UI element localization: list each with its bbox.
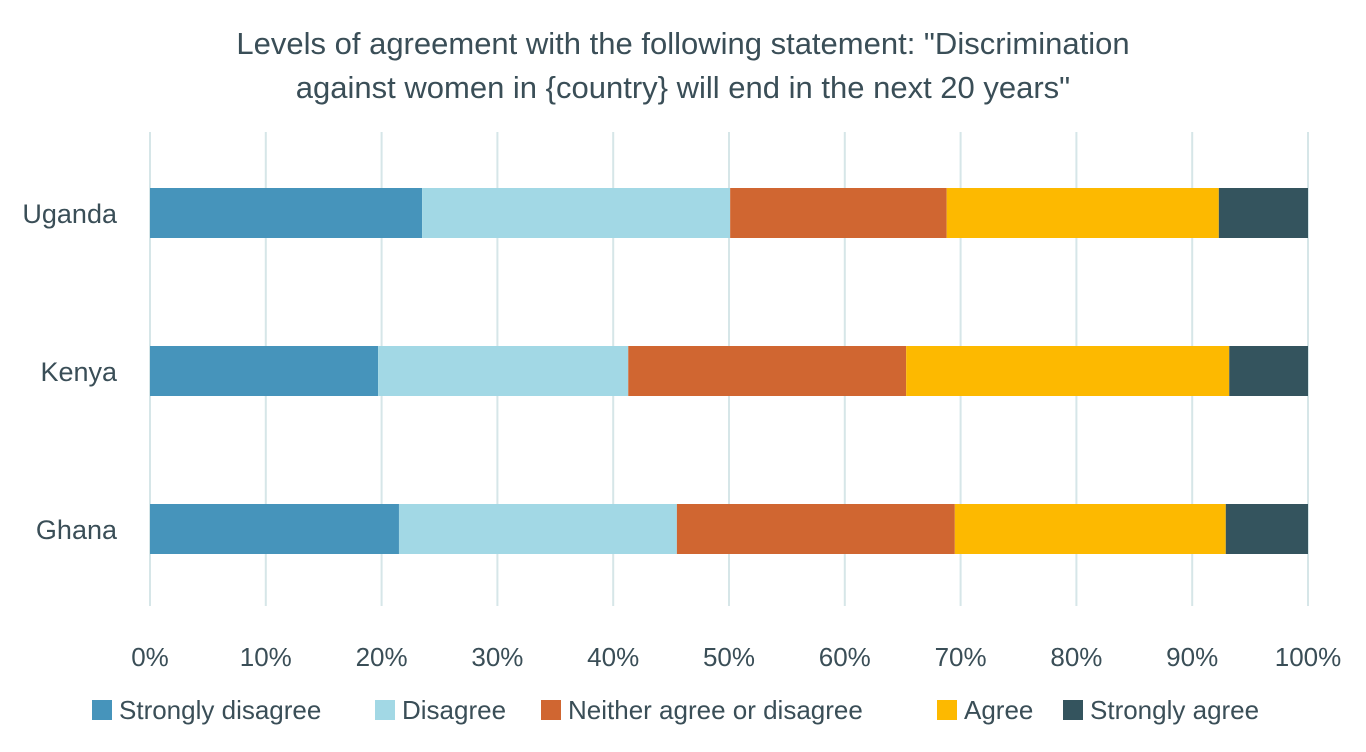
x-axis-tick-labels: 0% 10% 20% 30% 40% 50% 60% 70% 80% 90% 100% [131,642,1341,672]
category-label: Uganda [22,199,118,229]
legend-label: Disagree [402,695,506,725]
bar-segment-uganda-neither-agree-or-disagree [730,188,947,238]
legend-label: Strongly agree [1090,695,1259,725]
legend-swatch [937,700,957,720]
x-tick-label: 90% [1166,642,1218,672]
x-tick-label: 70% [935,642,987,672]
legend-swatch [1063,700,1083,720]
bar-segment-ghana-strongly-agree [1225,504,1308,554]
legend-swatch [541,700,561,720]
x-tick-label: 0% [131,642,169,672]
legend-swatch [92,700,112,720]
legend-label: Neither agree or disagree [568,695,863,725]
bar-segment-kenya-agree [906,346,1230,396]
x-tick-label: 60% [819,642,871,672]
category-labels: Uganda Kenya Ghana [22,199,118,545]
bar-segment-kenya-neither-agree-or-disagree [628,346,907,396]
x-tick-label: 20% [356,642,408,672]
category-label: Kenya [40,357,118,387]
bar-segment-kenya-strongly-disagree [150,346,379,396]
category-label: Ghana [36,515,118,545]
chart-title: Levels of agreement with the following s… [236,26,1129,105]
x-tick-label: 80% [1050,642,1102,672]
bar-segment-ghana-neither-agree-or-disagree [676,504,955,554]
x-tick-label: 40% [587,642,639,672]
bar-segment-ghana-disagree [398,504,677,554]
bar-segment-uganda-agree [946,188,1219,238]
bar-segment-ghana-agree [954,504,1226,554]
bar-segment-uganda-disagree [422,188,731,238]
bar-segment-ghana-strongly-disagree [150,504,399,554]
legend-label: Agree [964,695,1033,725]
bar-segment-uganda-strongly-disagree [150,188,423,238]
x-tick-label: 50% [703,642,755,672]
legend: Strongly disagree Disagree Neither agree o… [92,695,1259,725]
x-tick-label: 30% [471,642,523,672]
x-tick-label: 10% [240,642,292,672]
legend-label: Strongly disagree [119,695,321,725]
chart-title-line-1: Levels of agreement with the following s… [236,26,1129,61]
legend-swatch [375,700,395,720]
x-tick-label: 100% [1275,642,1342,672]
bar-segment-kenya-strongly-agree [1229,346,1308,396]
bars [150,188,1308,554]
bar-segment-kenya-disagree [378,346,629,396]
chart-title-line-2: against women in {country} will end in t… [296,70,1070,105]
bar-segment-uganda-strongly-agree [1218,188,1308,238]
